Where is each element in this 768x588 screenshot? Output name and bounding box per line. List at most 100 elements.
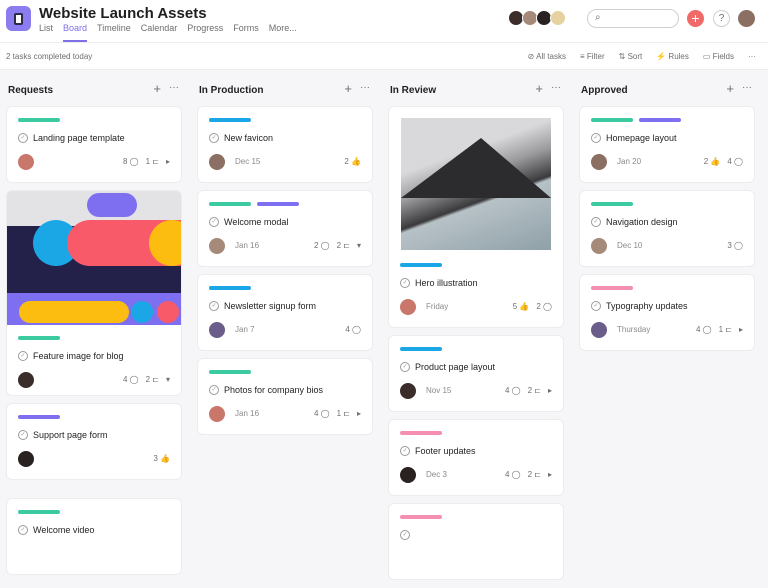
all-tasks-button[interactable]: ⊘ All tasks bbox=[527, 52, 566, 61]
task-meta[interactable]: ▾ bbox=[356, 241, 361, 250]
task-card[interactable]: ✓ New favicon Dec 15 2 👍 bbox=[198, 107, 372, 182]
task-title: Hero illustration bbox=[415, 278, 478, 288]
check-icon[interactable]: ✓ bbox=[400, 278, 410, 288]
tag-purple bbox=[257, 202, 299, 206]
fields-button[interactable]: ▭ Fields bbox=[702, 52, 734, 61]
tag-pink bbox=[400, 431, 442, 435]
add-task-icon[interactable]: + bbox=[153, 81, 161, 96]
check-icon[interactable]: ✓ bbox=[400, 362, 410, 372]
check-icon[interactable]: ✓ bbox=[591, 133, 601, 143]
task-meta[interactable]: ▸ bbox=[165, 157, 170, 166]
assignee-avatar[interactable] bbox=[400, 299, 416, 315]
tab-board[interactable]: Board bbox=[63, 23, 88, 42]
task-meta: 5 👍 bbox=[512, 302, 530, 311]
assignee-avatar[interactable] bbox=[209, 154, 225, 170]
tab-calendar[interactable]: Calendar bbox=[140, 23, 178, 33]
tab-list[interactable]: List bbox=[39, 23, 54, 33]
task-meta: 4 ◯ bbox=[727, 157, 743, 166]
add-task-icon[interactable]: + bbox=[726, 81, 734, 96]
task-meta[interactable]: ▸ bbox=[547, 470, 552, 479]
check-icon[interactable]: ✓ bbox=[400, 446, 410, 456]
tab-forms[interactable]: Forms bbox=[233, 23, 259, 33]
task-card[interactable]: ✓ bbox=[389, 504, 563, 579]
assignee-avatar[interactable] bbox=[400, 467, 416, 483]
help-button[interactable]: ? bbox=[713, 10, 730, 27]
check-icon[interactable]: ✓ bbox=[591, 217, 601, 227]
tag-green bbox=[591, 118, 633, 122]
check-icon[interactable]: ✓ bbox=[18, 430, 28, 440]
add-button[interactable]: + bbox=[687, 10, 704, 27]
task-title: Welcome modal bbox=[224, 217, 289, 227]
column-menu-icon[interactable]: ··· bbox=[169, 82, 179, 93]
tab-more[interactable]: More... bbox=[268, 23, 297, 33]
project-title: Website Launch Assets bbox=[39, 5, 207, 22]
column-approved: Approved + ··· ✓ Homepage layout Jan 20 2 👍 4 ◯… bbox=[580, 80, 754, 359]
column-menu-icon[interactable]: ··· bbox=[742, 82, 752, 93]
search-input[interactable]: ⌕ bbox=[587, 9, 679, 28]
filter-label: Filter bbox=[586, 52, 605, 61]
assignee-avatar[interactable] bbox=[591, 322, 607, 338]
assignee-avatar[interactable] bbox=[591, 238, 607, 254]
add-task-icon[interactable]: + bbox=[535, 81, 543, 96]
task-card[interactable]: ✓ Feature image for blog 4 ◯ 2 ⊏ ▾ bbox=[7, 191, 181, 395]
tag-green bbox=[18, 336, 60, 340]
user-avatar[interactable] bbox=[738, 10, 755, 27]
task-card[interactable]: ✓ Photos for company bios Jan 16 4 ◯ 1 ⊏ ▸ bbox=[198, 359, 372, 434]
assignee-avatar[interactable] bbox=[400, 383, 416, 399]
check-icon[interactable]: ✓ bbox=[209, 217, 219, 227]
check-icon[interactable]: ✓ bbox=[209, 385, 219, 395]
task-card[interactable]: ✓ Landing page template 8 ◯ 1 ⊏ ▸ bbox=[7, 107, 181, 182]
avatar[interactable] bbox=[550, 10, 566, 26]
task-card[interactable]: ✓ Welcome video bbox=[7, 499, 181, 574]
member-avatars[interactable] bbox=[508, 10, 566, 26]
column-title: In Review bbox=[390, 85, 437, 96]
due-date: Dec 10 bbox=[617, 241, 643, 250]
tag-green bbox=[18, 510, 60, 514]
assignee-avatar[interactable] bbox=[209, 406, 225, 422]
task-meta[interactable]: ▸ bbox=[738, 325, 743, 334]
assignee-avatar[interactable] bbox=[18, 154, 34, 170]
check-icon[interactable]: ✓ bbox=[18, 525, 28, 535]
sort-button[interactable]: ⇅ Sort bbox=[618, 52, 643, 61]
task-meta[interactable]: ▸ bbox=[547, 386, 552, 395]
task-title: Typography updates bbox=[606, 301, 688, 311]
assignee-avatar[interactable] bbox=[18, 372, 34, 388]
check-icon[interactable]: ✓ bbox=[209, 133, 219, 143]
assignee-avatar[interactable] bbox=[209, 238, 225, 254]
task-card[interactable]: ✓ Hero illustration Friday 5 👍 2 ◯ bbox=[389, 107, 563, 327]
project-icon bbox=[6, 6, 31, 31]
check-icon[interactable]: ✓ bbox=[18, 351, 28, 361]
task-card[interactable]: ✓ Homepage layout Jan 20 2 👍 4 ◯ bbox=[580, 107, 754, 182]
check-icon[interactable]: ✓ bbox=[209, 301, 219, 311]
task-meta: 1 ⊏ bbox=[718, 325, 732, 334]
add-task-icon[interactable]: + bbox=[344, 81, 352, 96]
task-meta[interactable]: ▾ bbox=[165, 375, 170, 384]
tab-progress[interactable]: Progress bbox=[187, 23, 224, 33]
task-meta: 2 👍 bbox=[344, 157, 361, 166]
task-card[interactable]: ✓ Typography updates Thursday 4 ◯ 1 ⊏ ▸ bbox=[580, 275, 754, 350]
task-title: Feature image for blog bbox=[33, 351, 124, 361]
tag-blue bbox=[400, 263, 442, 267]
filter-button[interactable]: ≡ Filter bbox=[579, 52, 605, 61]
task-meta: 2 👍 bbox=[703, 157, 721, 166]
more-button[interactable]: ··· bbox=[748, 52, 756, 61]
assignee-avatar[interactable] bbox=[591, 154, 607, 170]
task-card[interactable]: ✓ Welcome modal Jan 16 2 ◯ 2 ⊏ ▾ bbox=[198, 191, 372, 266]
assignee-avatar[interactable] bbox=[18, 451, 34, 467]
task-title: Newsletter signup form bbox=[224, 301, 317, 311]
task-meta[interactable]: ▸ bbox=[356, 409, 361, 418]
task-card[interactable]: ✓ Product page layout Nov 15 4 ◯ 2 ⊏ ▸ bbox=[389, 336, 563, 411]
tab-timeline[interactable]: Timeline bbox=[97, 23, 131, 33]
rules-button[interactable]: ⚡ Rules bbox=[656, 52, 689, 61]
assignee-avatar[interactable] bbox=[209, 322, 225, 338]
column-title: Requests bbox=[8, 85, 54, 96]
task-card[interactable]: ✓ Navigation design Dec 10 3 ◯ bbox=[580, 191, 754, 266]
check-icon[interactable]: ✓ bbox=[591, 301, 601, 311]
task-card[interactable]: ✓ Support page form 3 👍 bbox=[7, 404, 181, 479]
task-card[interactable]: ✓ Footer updates Dec 3 4 ◯ 2 ⊏ ▸ bbox=[389, 420, 563, 495]
task-card[interactable]: ✓ Newsletter signup form Jan 7 4 ◯ bbox=[198, 275, 372, 350]
column-menu-icon[interactable]: ··· bbox=[551, 82, 561, 93]
all-tasks-label: All tasks bbox=[536, 52, 566, 61]
check-icon[interactable]: ✓ bbox=[18, 133, 28, 143]
column-menu-icon[interactable]: ··· bbox=[360, 82, 370, 93]
